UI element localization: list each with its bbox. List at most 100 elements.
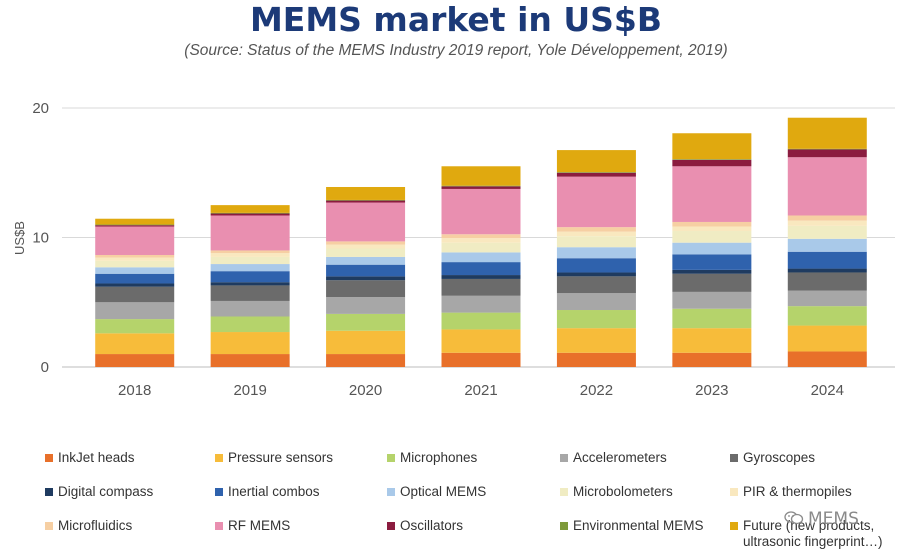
bar-segment-2022-2: [556, 310, 636, 329]
bar-segment-2024-2: [787, 306, 867, 326]
legend-swatch: [215, 488, 223, 496]
bar-segment-2022-5: [556, 272, 636, 277]
legend-label-line: InkJet heads: [58, 450, 135, 465]
legend-label: InkJet heads: [58, 450, 135, 466]
legend-label-line: Digital compass: [58, 484, 154, 499]
bar-segment-2019-4: [210, 285, 290, 301]
legend-label: Inertial combos: [228, 484, 320, 500]
bar-segment-2020-4: [326, 280, 406, 298]
bar-segment-2019-2: [210, 316, 290, 333]
legend-label-line: Pressure sensors: [228, 450, 334, 465]
bar-segment-2021-3: [441, 295, 521, 313]
bar-segment-2023-12: [672, 159, 752, 167]
legend-swatch: [45, 488, 53, 496]
legend-label-line: Optical MEMS: [400, 484, 487, 499]
bar-segment-2020-0: [326, 354, 406, 367]
bar-segment-2024-4: [787, 272, 867, 291]
bar-segment-2024-12: [787, 149, 867, 158]
legend-label-line: Oscillators: [400, 518, 464, 533]
bar-segment-2018-5: [95, 283, 175, 287]
bar-segment-2018-12: [95, 225, 175, 227]
bar-segment-2024-1: [787, 325, 867, 352]
bar-segment-2024-8: [787, 225, 867, 239]
bar-segment-2023-8: [672, 231, 752, 243]
legend-label-line: Microbolometers: [573, 484, 673, 499]
bar-segment-2021-9: [441, 238, 521, 243]
legend-label-line: Future (new products,: [743, 518, 875, 533]
bar-segment-2019-0: [210, 354, 290, 367]
wechat-icon: [784, 510, 804, 525]
legend-label-line: Inertial combos: [228, 484, 320, 499]
legend-swatch: [560, 522, 568, 530]
legend-label-line: Gyroscopes: [743, 450, 816, 465]
legend-swatch: [560, 488, 568, 496]
x-tick-label: 2019: [233, 382, 266, 399]
bar-segment-2022-9: [556, 231, 636, 237]
bar-segment-2023-4: [672, 273, 752, 292]
legend-label: RF MEMS: [228, 518, 290, 534]
legend-label-line: Environmental MEMS: [573, 518, 704, 533]
legend-label: Future (new products, ultrasonic fingerpr…: [743, 518, 883, 550]
legend-label-line: ultrasonic fingerprint…): [743, 534, 883, 549]
bar-segment-2020-12: [326, 200, 406, 203]
bar-segment-2024-11: [787, 157, 867, 216]
legend-swatch: [215, 454, 223, 462]
bar-segment-2020-6: [326, 264, 406, 277]
legend-swatch: [730, 454, 738, 462]
legend-label: Microfluidics: [58, 518, 132, 534]
x-tick-label: 2024: [811, 382, 844, 399]
legend-label: Oscillators: [400, 518, 463, 534]
bar-segment-2021-1: [441, 329, 521, 353]
legend-swatch: [560, 454, 568, 462]
bar-segment-2019-13: [210, 212, 290, 214]
legend-label-line: Accelerometers: [573, 450, 667, 465]
bar-segment-2022-10: [556, 227, 636, 232]
bar-segment-2023-7: [672, 242, 752, 255]
legend-label-line: RF MEMS: [228, 518, 291, 533]
bar-segment-2022-13: [556, 172, 636, 173]
bar-segment-2018-7: [95, 267, 175, 274]
x-tick-label: 2020: [349, 382, 382, 399]
bar-segment-2020-8: [326, 248, 406, 257]
bar-segment-2021-2: [441, 312, 521, 330]
legend-swatch: [387, 522, 395, 530]
bar-segment-2018-11: [95, 226, 175, 255]
bar-segment-2022-14: [556, 150, 636, 173]
bar-segment-2023-1: [672, 328, 752, 353]
bar-segment-2024-10: [787, 215, 867, 221]
y-tick-label: 20: [32, 100, 49, 117]
legend-label: Accelerometers: [573, 450, 667, 466]
bar-segment-2023-10: [672, 221, 752, 227]
bar-segment-2023-13: [672, 159, 752, 160]
legend-label: Gyroscopes: [743, 450, 815, 466]
y-axis-title: US$B: [12, 221, 27, 255]
chart-title: MEMS market in US$B: [249, 0, 663, 39]
bar-segment-2024-6: [787, 251, 867, 269]
watermark: MEMS: [784, 509, 859, 529]
bar-segment-2020-13: [326, 199, 406, 201]
bar-segment-2023-2: [672, 308, 752, 329]
legend-label-line: Microfluidics: [58, 518, 133, 533]
bar-segment-2018-3: [95, 302, 175, 320]
bar-segment-2018-0: [95, 354, 175, 367]
bar-segment-2023-6: [672, 254, 752, 270]
bar-segment-2018-13: [95, 224, 175, 226]
bar-segment-2019-6: [210, 271, 290, 283]
bar-segment-2020-5: [326, 276, 406, 281]
legend-swatch: [730, 488, 738, 496]
watermark-text: MEMS: [808, 509, 859, 529]
bar-segment-2020-10: [326, 241, 406, 245]
bar-segment-2020-11: [326, 202, 406, 242]
bar-segment-2021-8: [441, 242, 521, 253]
legend-label: Microphones: [400, 450, 477, 466]
bars: [95, 117, 867, 367]
bar-segment-2019-3: [210, 300, 290, 317]
bar-segment-2022-11: [556, 176, 636, 228]
bar-segment-2021-12: [441, 186, 521, 189]
y-tick-label: 10: [32, 230, 49, 247]
bar-segment-2021-7: [441, 252, 521, 263]
bar-segment-2023-5: [672, 269, 752, 274]
x-tick-label: 2022: [580, 382, 613, 399]
bar-segment-2020-3: [326, 297, 406, 314]
